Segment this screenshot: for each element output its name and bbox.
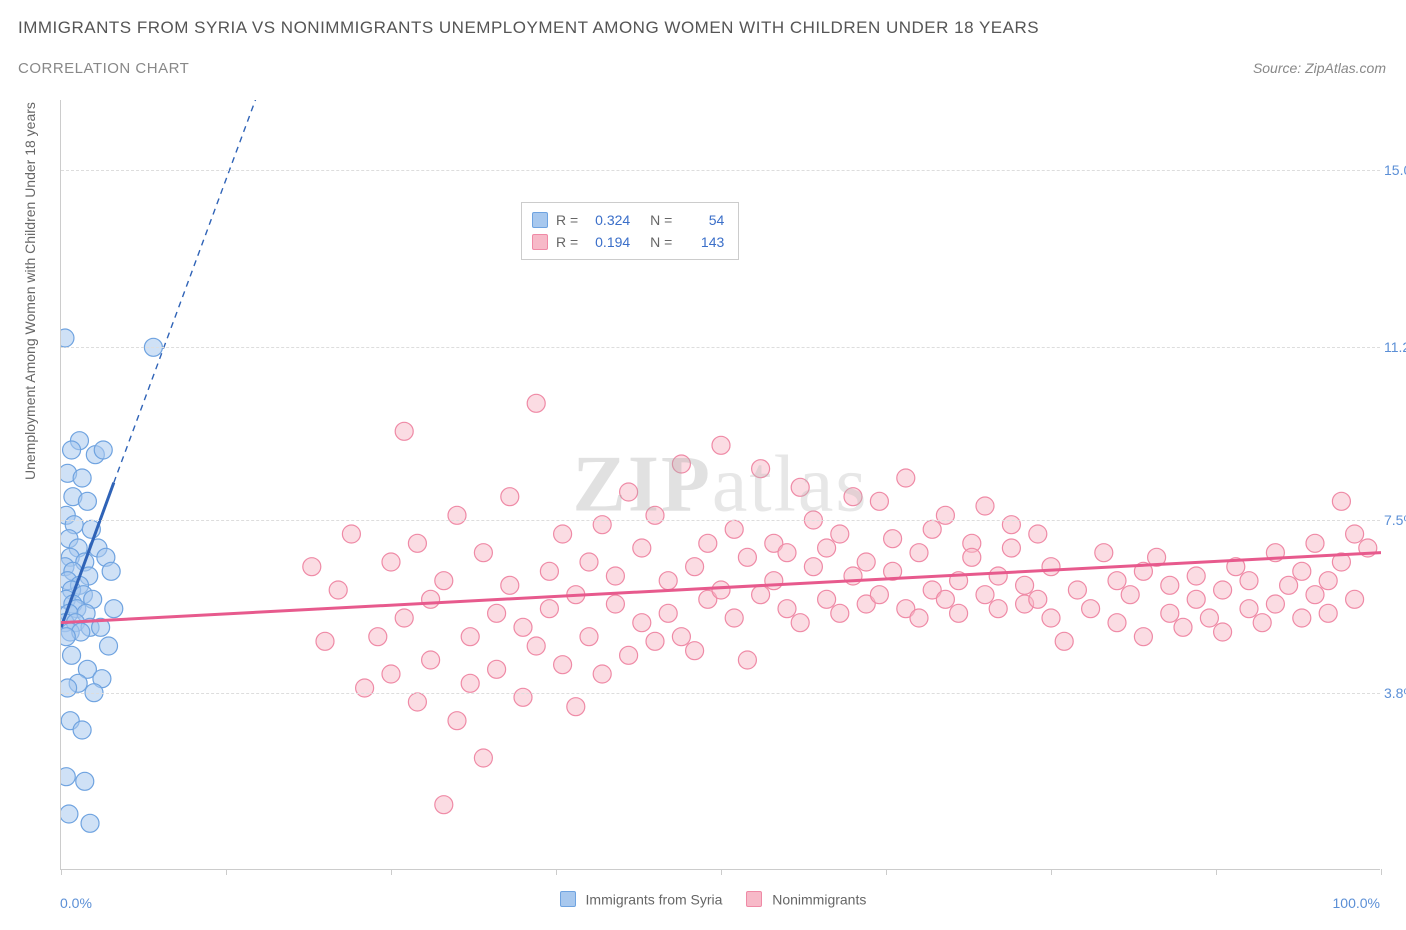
- stats-row-nonimmigrants: R = 0.194 N = 143: [532, 231, 724, 253]
- r-value: 0.324: [586, 209, 630, 231]
- bottom-legend: Immigrants from Syria Nonimmigrants: [0, 890, 1406, 907]
- y-tick-label: 7.5%: [1384, 512, 1406, 528]
- swatch-icon: [746, 891, 762, 907]
- swatch-icon: [560, 891, 576, 907]
- y-tick-label: 11.2%: [1384, 339, 1406, 355]
- source-label: Source: ZipAtlas.com: [1253, 60, 1386, 76]
- n-value: 143: [680, 231, 724, 253]
- swatch-icon: [532, 234, 548, 250]
- n-label: N =: [650, 231, 672, 253]
- chart-title: IMMIGRANTS FROM SYRIA VS NONIMMIGRANTS U…: [18, 18, 1039, 38]
- r-label: R =: [556, 209, 578, 231]
- chart-subtitle: CORRELATION CHART: [18, 60, 189, 77]
- y-tick-label: 3.8%: [1384, 685, 1406, 701]
- chart-plot-area: ZIPatlas R = 0.324 N = 54 R = 0.194 N = …: [60, 100, 1380, 870]
- n-value: 54: [680, 209, 724, 231]
- n-label: N =: [650, 209, 672, 231]
- stats-row-immigrants: R = 0.324 N = 54: [532, 209, 724, 231]
- legend-label: Nonimmigrants: [772, 891, 866, 907]
- r-label: R =: [556, 231, 578, 253]
- y-tick-label: 15.0%: [1384, 162, 1406, 178]
- stats-legend-box: R = 0.324 N = 54 R = 0.194 N = 143: [521, 202, 739, 260]
- legend-label: Immigrants from Syria: [586, 891, 723, 907]
- r-value: 0.194: [586, 231, 630, 253]
- y-axis-label: Unemployment Among Women with Children U…: [22, 102, 38, 480]
- swatch-icon: [532, 212, 548, 228]
